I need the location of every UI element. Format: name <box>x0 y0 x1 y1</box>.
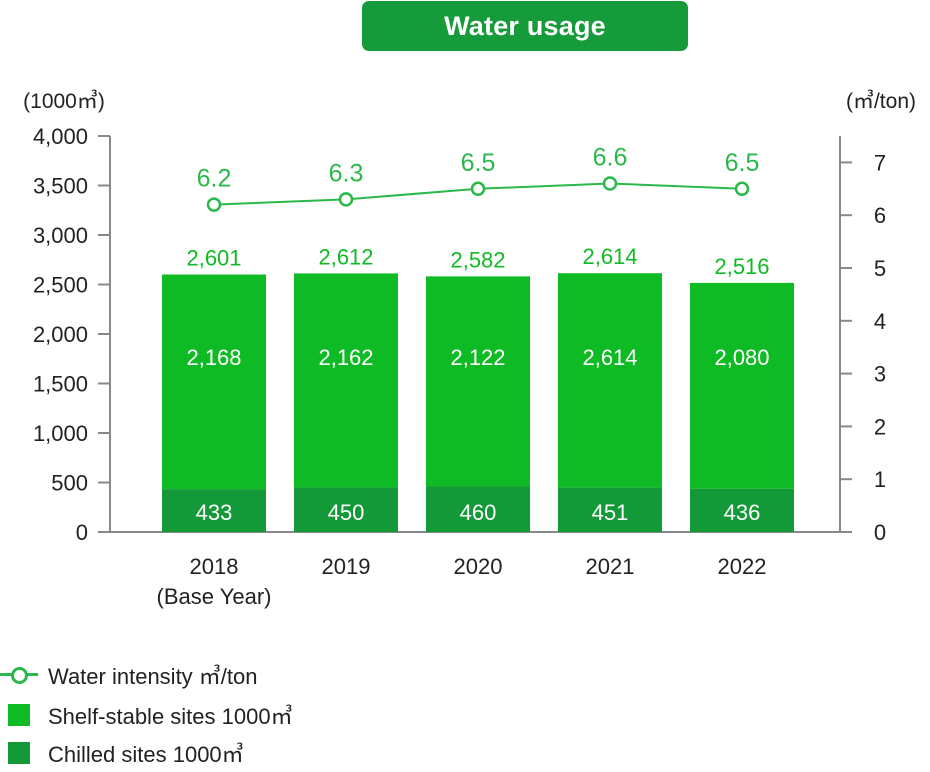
intensity-line-layer <box>206 176 750 212</box>
y-tick-label-left: 3,500 <box>33 174 88 199</box>
legend-item-shelf-stable: Shelf-stable sites 1000㎥ <box>0 698 293 732</box>
y-tick-label-left: 4,000 <box>33 124 88 149</box>
x-tick-label-line: 2018 <box>190 554 239 579</box>
data-label-intensity: 6.6 <box>593 144 628 172</box>
intensity-point <box>206 197 222 212</box>
x-tick-label: 2019 <box>322 554 371 579</box>
data-label-intensity: 6.2 <box>197 165 232 193</box>
data-label-total: 2,516 <box>714 254 769 279</box>
y-tick-label-right: 4 <box>874 309 886 334</box>
legend-label-shelf-stable: Shelf-stable sites 1000㎥ <box>48 704 293 729</box>
legend: Water intensity ㎥/ton Shelf-stable sites… <box>0 650 420 772</box>
y-tick-label-left: 2,000 <box>33 322 88 347</box>
data-label-total: 2,582 <box>450 247 505 272</box>
bar-chilled <box>162 489 266 532</box>
y-tick-label-right: 7 <box>874 150 886 175</box>
data-label-chilled: 451 <box>592 500 629 525</box>
bar-shelf-stable <box>294 273 398 488</box>
bars-layer <box>162 273 794 532</box>
data-label-chilled: 433 <box>196 500 233 525</box>
bar-chilled <box>294 487 398 532</box>
x-tick-label: 2021 <box>586 554 635 579</box>
labels-layer: 433 2,168 2,601 2018 (Base Year) 450 2,162 2,61… <box>157 144 770 609</box>
legend-item-water-intensity: Water intensity ㎥/ton <box>0 658 257 692</box>
data-label-total: 2,612 <box>318 244 373 269</box>
x-tick-label-line: 2021 <box>586 554 635 579</box>
x-tick-label-line: 2019 <box>322 554 371 579</box>
y-tick-label-right: 5 <box>874 256 886 281</box>
legend-item-chilled: Chilled sites 1000㎥ <box>0 736 244 770</box>
bar-chilled <box>426 486 530 532</box>
bar-chilled <box>690 488 794 532</box>
data-label-intensity: 6.5 <box>461 149 496 177</box>
legend-swatch-shelf-stable <box>8 704 30 726</box>
y-tick-label-right: 2 <box>874 414 886 439</box>
legend-label-water-intensity: Water intensity ㎥/ton <box>48 664 258 689</box>
x-tick-label-line: (Base Year) <box>157 584 272 609</box>
x-tick-label-line: 2020 <box>454 554 503 579</box>
data-label-intensity: 6.5 <box>725 149 760 177</box>
intensity-point <box>470 181 486 197</box>
chart-title: Water usage <box>362 1 688 51</box>
data-label-shelf-stable: 2,168 <box>186 345 241 370</box>
bar-shelf-stable <box>690 282 794 489</box>
data-label-intensity: 6.3 <box>329 159 364 187</box>
data-label-total: 2,601 <box>186 246 241 271</box>
intensity-point <box>602 176 618 191</box>
intensity-point <box>734 181 750 197</box>
y-tick-label-right: 0 <box>874 520 886 545</box>
y-tick-label-left: 1,000 <box>33 421 88 446</box>
data-label-chilled: 460 <box>460 500 497 525</box>
line-marker-icon <box>0 663 38 687</box>
legend-swatch-chilled <box>8 742 30 764</box>
y-tick-label-left: 0 <box>76 520 88 545</box>
bar-shelf-stable <box>426 276 530 487</box>
y-tick-label-left: 500 <box>51 471 88 496</box>
y-tick-label-right: 3 <box>874 362 886 387</box>
y-tick-label-left: 3,000 <box>33 223 88 248</box>
legend-label-chilled: Chilled sites 1000㎥ <box>48 742 244 767</box>
y-axis-label-right: (㎥/ton) <box>846 89 916 113</box>
y-tick-label-left: 1,500 <box>33 372 88 397</box>
y-axis-label-left: (1000㎥) <box>23 89 105 113</box>
x-tick-label: 2020 <box>454 554 503 579</box>
data-label-shelf-stable: 2,162 <box>318 345 373 370</box>
data-label-total: 2,614 <box>582 244 637 269</box>
y-tick-label-right: 1 <box>874 467 886 492</box>
data-label-shelf-stable: 2,614 <box>582 345 637 370</box>
y-tick-label-left: 2,500 <box>33 273 88 298</box>
bar-chilled <box>558 487 662 532</box>
y-tick-label-right: 6 <box>874 203 886 228</box>
x-tick-label: 2018 (Base Year) <box>157 554 272 609</box>
data-label-chilled: 436 <box>724 500 761 525</box>
data-label-shelf-stable: 2,122 <box>450 345 505 370</box>
data-label-shelf-stable: 2,080 <box>714 345 769 370</box>
x-tick-label-line: 2022 <box>718 554 767 579</box>
bar-shelf-stable <box>558 273 662 488</box>
axes-layer: 0 500 1,000 1,500 2,000 2,500 3,000 3,500 4,000 0… <box>23 89 916 545</box>
bar-shelf-stable <box>162 274 266 490</box>
chart-title-text: Water usage <box>444 10 606 41</box>
intensity-point <box>338 192 354 207</box>
x-tick-label: 2022 <box>718 554 767 579</box>
data-label-chilled: 450 <box>328 500 365 525</box>
